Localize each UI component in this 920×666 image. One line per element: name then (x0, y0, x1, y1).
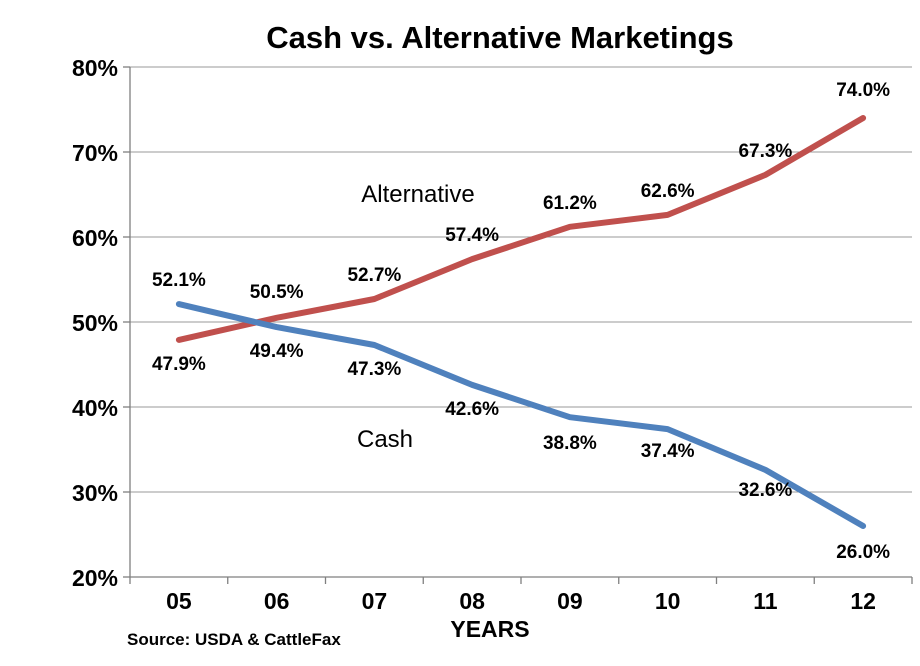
y-tick-label: 40% (72, 395, 118, 421)
data-label-cash: 52.1% (152, 270, 206, 291)
y-tick-label: 30% (72, 480, 118, 506)
data-label-alternative: 47.9% (152, 354, 206, 375)
data-label-alternative: 52.7% (347, 265, 401, 286)
data-label-cash: 26.0% (836, 542, 890, 563)
x-tick-label: 05 (166, 588, 192, 614)
data-label-alternative: 74.0% (836, 80, 890, 101)
data-label-alternative: 50.5% (250, 282, 304, 303)
data-label-alternative: 57.4% (445, 225, 499, 246)
data-label-cash: 49.4% (250, 341, 304, 362)
labels-layer: Alternative Cash 47.9% 50.5% 52.7% 57.4% 61.2%… (152, 80, 890, 563)
y-tick-label: 60% (72, 225, 118, 251)
source-note: Source: USDA & CattleFax (127, 630, 341, 649)
x-tick-label: 07 (362, 588, 388, 614)
data-label-cash: 38.8% (543, 433, 597, 454)
series-layer (175, 115, 867, 529)
series-name-alternative: Alternative (361, 181, 474, 208)
chart-title: Cash vs. Alternative Marketings (266, 20, 733, 55)
x-tick-label: 06 (264, 588, 290, 614)
series-line-cash (175, 301, 867, 529)
data-label-alternative: 62.6% (641, 181, 695, 202)
data-label-alternative: 61.2% (543, 193, 597, 214)
data-label-cash: 42.6% (445, 399, 499, 420)
x-axis-label: YEARS (450, 616, 529, 642)
x-tick-label: 10 (655, 588, 681, 614)
y-tick-label: 80% (72, 55, 118, 81)
y-tick-label: 70% (72, 140, 118, 166)
data-label-cash: 47.3% (347, 359, 401, 380)
y-tick-label: 20% (72, 565, 118, 591)
x-tick-label: 11 (753, 588, 778, 614)
data-label-alternative: 67.3% (738, 141, 792, 162)
x-tick-label: 09 (557, 588, 583, 614)
y-tick-label: 50% (72, 310, 118, 336)
x-tick-label: 08 (459, 588, 485, 614)
series-line-alternative (175, 115, 867, 343)
data-label-cash: 32.6% (738, 480, 792, 501)
grid-layer (130, 66, 912, 493)
data-label-cash: 37.4% (641, 441, 695, 462)
x-tick-label: 12 (850, 588, 876, 614)
axes-layer: 20% 30% 40% 50% 60% 70% 80% 05 06 07 08 09 10 11 12 (72, 55, 913, 614)
series-name-cash: Cash (357, 426, 413, 453)
